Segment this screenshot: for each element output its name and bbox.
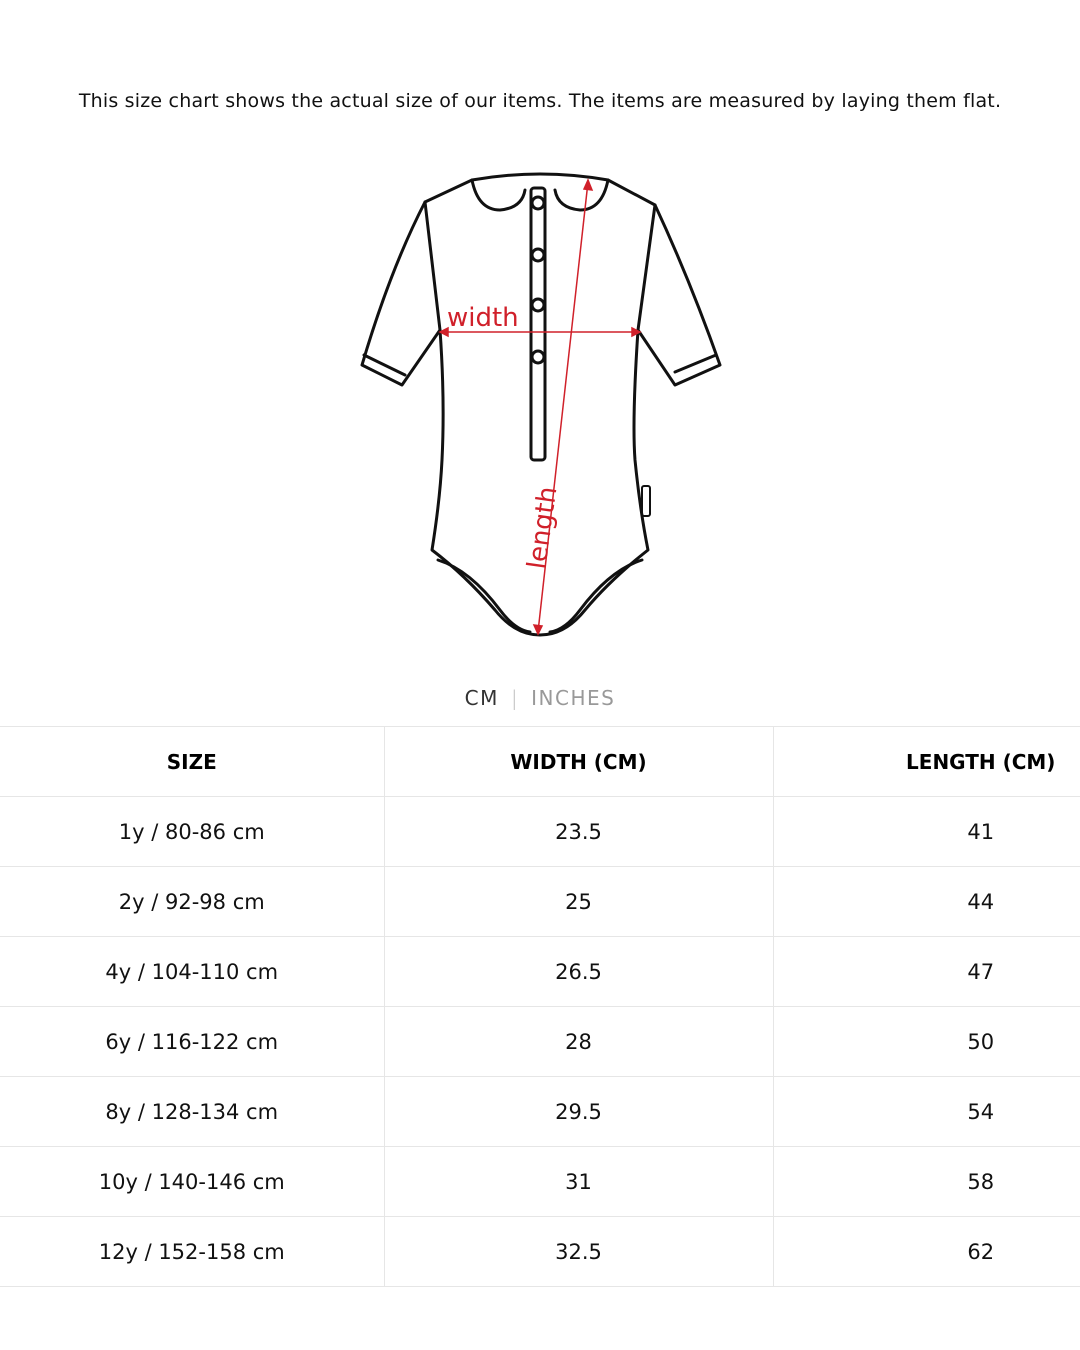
table-row: 6y / 116-122 cm 28 50 — [0, 1006, 1080, 1077]
length-cell: 62 — [772, 1216, 1080, 1287]
table-row: 12y / 152-158 cm 32.5 62 — [0, 1216, 1080, 1287]
header-length: LENGTH (CM) — [772, 726, 1080, 797]
unit-separator: | — [510, 686, 520, 710]
length-label: length — [522, 485, 563, 571]
width-cell: 28 — [383, 1006, 774, 1077]
unit-toggle: CM | INCHES — [0, 686, 1080, 710]
bodysuit-outline — [360, 172, 722, 637]
unit-cm-button[interactable]: CM — [464, 686, 499, 710]
table-row: 10y / 140-146 cm 31 58 — [0, 1146, 1080, 1217]
table-row: 8y / 128-134 cm 29.5 54 — [0, 1076, 1080, 1147]
size-cell: 1y / 80-86 cm — [0, 796, 385, 867]
header-width: WIDTH (CM) — [383, 726, 774, 797]
length-cell: 41 — [772, 796, 1080, 867]
size-cell: 4y / 104-110 cm — [0, 936, 385, 1007]
intro-text: This size chart shows the actual size of… — [78, 90, 1002, 112]
length-cell: 50 — [772, 1006, 1080, 1077]
width-cell: 23.5 — [383, 796, 774, 867]
length-arrow — [537, 181, 589, 633]
width-cell: 31 — [383, 1146, 774, 1217]
length-cell: 47 — [772, 936, 1080, 1007]
unit-inches-button[interactable]: INCHES — [531, 686, 616, 710]
length-cell: 44 — [772, 866, 1080, 937]
size-cell: 10y / 140-146 cm — [0, 1146, 385, 1217]
header-size: SIZE — [0, 726, 385, 797]
width-cell: 29.5 — [383, 1076, 774, 1147]
table-row: 2y / 92-98 cm 25 44 — [0, 866, 1080, 937]
size-table: SIZE WIDTH (CM) LENGTH (CM) 1y / 80-86 c… — [0, 726, 1080, 1287]
size-cell: 8y / 128-134 cm — [0, 1076, 385, 1147]
table-header-row: SIZE WIDTH (CM) LENGTH (CM) — [0, 726, 1080, 797]
size-cell: 2y / 92-98 cm — [0, 866, 385, 937]
table-row: 1y / 80-86 cm 23.5 41 — [0, 796, 1080, 867]
length-cell: 58 — [772, 1146, 1080, 1217]
length-cell: 54 — [772, 1076, 1080, 1147]
width-cell: 26.5 — [383, 936, 774, 1007]
width-label: width — [447, 303, 519, 333]
table-row: 4y / 104-110 cm 26.5 47 — [0, 936, 1080, 1007]
size-cell: 12y / 152-158 cm — [0, 1216, 385, 1287]
width-cell: 32.5 — [383, 1216, 774, 1287]
bodysuit-illustration: width length — [360, 172, 722, 637]
size-cell: 6y / 116-122 cm — [0, 1006, 385, 1077]
width-cell: 25 — [383, 866, 774, 937]
